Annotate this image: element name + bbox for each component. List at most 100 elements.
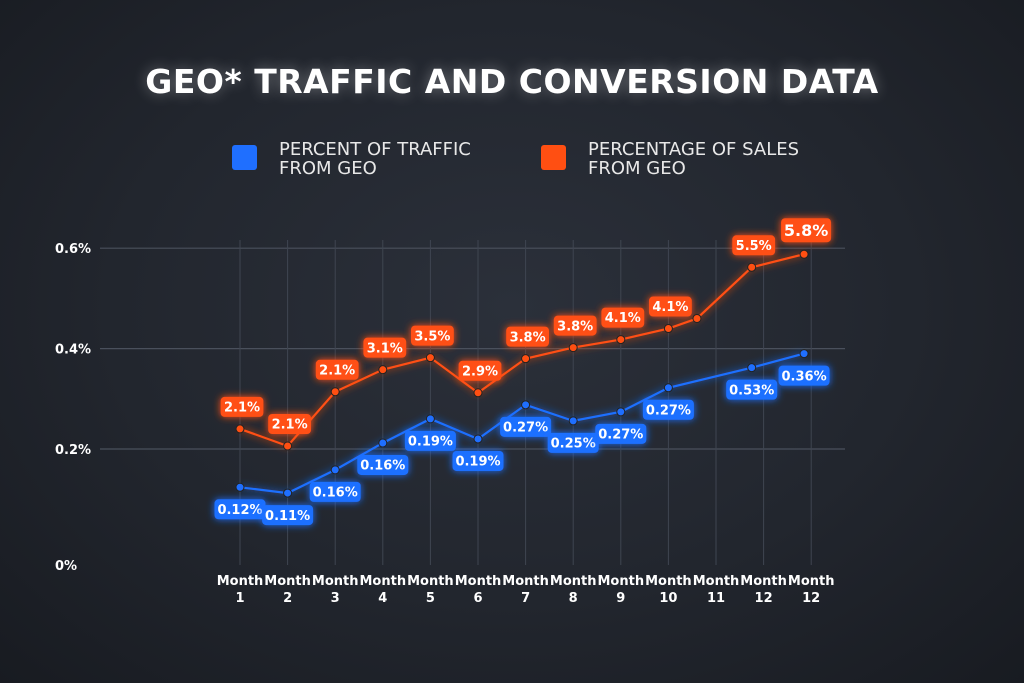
data-label-bg bbox=[404, 430, 456, 451]
legend-item-traffic: PERCENT OF TRAFFIC FROM GEO bbox=[232, 140, 509, 178]
data-point bbox=[521, 400, 531, 410]
data-label-bg bbox=[458, 360, 502, 381]
data-label-text: 0.53% bbox=[729, 383, 774, 398]
data-label-bg bbox=[500, 416, 552, 437]
data-point bbox=[378, 438, 388, 448]
data-point bbox=[568, 416, 578, 426]
data-point bbox=[473, 434, 483, 444]
data-point bbox=[283, 488, 293, 498]
data-label: 2.1% bbox=[315, 359, 359, 380]
data-label-text: 5.5% bbox=[736, 239, 772, 254]
data-label-text: 2.9% bbox=[462, 364, 498, 379]
data-label: 0.27% bbox=[642, 399, 694, 420]
data-label-text: 0.12% bbox=[217, 503, 262, 518]
x-tick-label: Month 12 bbox=[740, 574, 787, 606]
data-label: 0.16% bbox=[357, 454, 409, 475]
data-point bbox=[747, 262, 757, 272]
x-tick-label: Month 5 bbox=[407, 574, 454, 606]
data-label-text: 0.27% bbox=[646, 403, 691, 418]
data-label-text: 0.27% bbox=[503, 421, 548, 436]
data-label-text: 3.8% bbox=[557, 319, 593, 334]
x-tick-label: Month 2 bbox=[264, 574, 311, 606]
data-label-bg bbox=[411, 325, 454, 346]
data-label: 2.1% bbox=[268, 413, 311, 434]
x-tick-label: Month 8 bbox=[550, 574, 597, 606]
data-label-bg bbox=[553, 315, 597, 336]
data-label: 0.36% bbox=[778, 365, 830, 386]
data-label: 0.16% bbox=[309, 481, 361, 502]
data-point bbox=[799, 249, 809, 259]
data-label-bg bbox=[309, 481, 361, 502]
data-label-text: 0.27% bbox=[598, 428, 643, 443]
data-label-text: 3.1% bbox=[367, 341, 403, 356]
data-label: 0.19% bbox=[452, 450, 504, 471]
legend-swatch-orange bbox=[541, 145, 566, 170]
data-label: 0.12% bbox=[214, 499, 266, 520]
y-tick-label: 0.2% bbox=[55, 443, 91, 458]
data-label-bg bbox=[268, 413, 311, 434]
x-tick-label: Month 7 bbox=[502, 574, 549, 606]
data-point bbox=[616, 335, 626, 345]
data-point bbox=[425, 414, 435, 424]
data-label-bg bbox=[547, 432, 599, 453]
data-label: 0.27% bbox=[500, 416, 552, 437]
data-label-text: 0.19% bbox=[455, 455, 500, 470]
data-label: 2.9% bbox=[458, 360, 502, 381]
data-label-bg bbox=[642, 399, 694, 420]
data-label-bg bbox=[363, 337, 407, 358]
data-point bbox=[235, 482, 245, 492]
data-label-bg bbox=[732, 235, 776, 256]
x-tick-label: Month 9 bbox=[598, 574, 645, 606]
data-label: 0.25% bbox=[547, 432, 599, 453]
data-point bbox=[616, 407, 626, 417]
data-point bbox=[235, 424, 245, 434]
data-label-bg bbox=[781, 218, 832, 243]
data-label-bg bbox=[452, 450, 504, 471]
data-label-bg bbox=[649, 296, 692, 317]
data-label-text: 4.1% bbox=[605, 311, 641, 326]
y-tick-label: 0% bbox=[55, 559, 77, 574]
y-tick-label: 0.4% bbox=[55, 343, 91, 358]
x-tick-label: Month 11 bbox=[693, 574, 740, 606]
data-point bbox=[568, 343, 578, 353]
data-label-text: 0.25% bbox=[551, 437, 596, 452]
legend-label: PERCENT OF TRAFFIC FROM GEO bbox=[279, 139, 471, 179]
data-point bbox=[425, 353, 435, 363]
data-label: 2.1% bbox=[220, 396, 264, 417]
data-label: 4.1% bbox=[601, 307, 645, 328]
data-label: 0.53% bbox=[726, 379, 778, 400]
chart-title: GEO* TRAFFIC AND CONVERSION DATA bbox=[145, 62, 879, 101]
legend-label: PERCENTAGE OF SALES FROM GEO bbox=[588, 139, 800, 179]
data-point bbox=[799, 349, 809, 359]
legend-swatch-blue bbox=[232, 145, 257, 170]
data-label: 3.5% bbox=[411, 325, 454, 346]
data-point bbox=[378, 365, 388, 375]
data-label: 3.8% bbox=[553, 315, 597, 336]
x-tick-label: Month 6 bbox=[455, 574, 502, 606]
data-label-text: 0.16% bbox=[360, 459, 405, 474]
data-point bbox=[521, 354, 531, 364]
data-point bbox=[330, 387, 340, 397]
y-tick-label: 0.6% bbox=[55, 242, 91, 257]
data-label: 4.1% bbox=[649, 296, 692, 317]
data-label-text: 3.8% bbox=[510, 330, 546, 345]
data-label-text: 4.1% bbox=[652, 300, 688, 315]
data-label-bg bbox=[214, 499, 266, 520]
data-label: 0.19% bbox=[404, 430, 456, 451]
x-tick-label: Month 10 bbox=[645, 574, 692, 606]
x-tick-label: Month 12 bbox=[788, 574, 835, 606]
data-label-text: 0.19% bbox=[408, 435, 453, 450]
data-label: 0.11% bbox=[262, 505, 314, 526]
data-point bbox=[663, 383, 673, 393]
data-point bbox=[283, 441, 293, 451]
data-point bbox=[747, 363, 757, 373]
data-point bbox=[692, 313, 702, 323]
data-label: 3.1% bbox=[363, 337, 407, 358]
x-tick-label: Month 1 bbox=[217, 574, 264, 606]
data-label-bg bbox=[220, 396, 264, 417]
data-label: 5.8% bbox=[781, 218, 832, 243]
legend-item-sales: PERCENTAGE OF SALES FROM GEO bbox=[541, 140, 818, 178]
x-tick-label: Month 3 bbox=[312, 574, 359, 606]
data-label-text: 0.36% bbox=[782, 369, 827, 384]
